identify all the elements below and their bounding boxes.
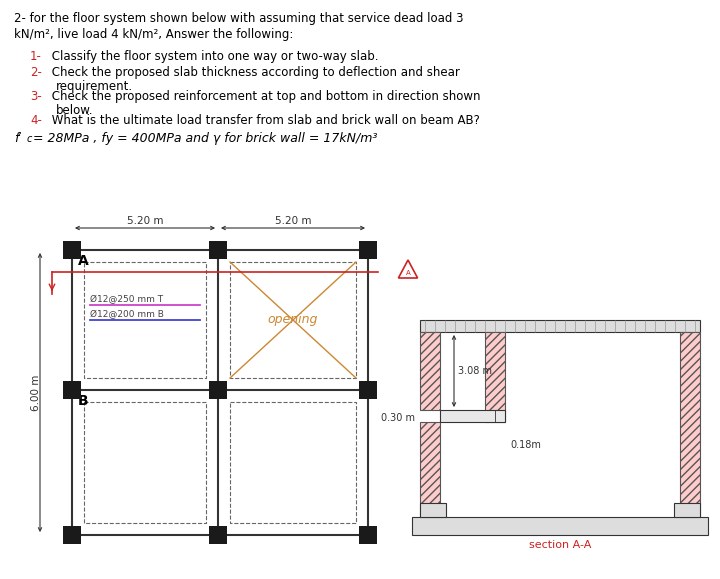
Text: opening: opening — [268, 313, 318, 327]
Text: f′: f′ — [14, 132, 22, 145]
Bar — [420, 422, 440, 517]
Text: B: B — [78, 394, 89, 408]
Text: 2-: 2- — [30, 66, 42, 79]
Bar — [209, 381, 227, 399]
Text: 3.08 m: 3.08 m — [458, 366, 492, 376]
Bar — [209, 241, 227, 259]
Text: 1-: 1- — [30, 50, 42, 63]
Bar — [412, 517, 708, 535]
Text: 3-: 3- — [30, 90, 42, 103]
Bar — [420, 320, 700, 332]
Text: 5.20 m: 5.20 m — [275, 216, 311, 226]
Bar — [63, 241, 81, 259]
Bar — [674, 503, 700, 517]
Bar — [440, 410, 505, 422]
Bar — [420, 332, 440, 410]
Text: 6.00 m: 6.00 m — [31, 374, 41, 411]
Bar — [63, 381, 81, 399]
Text: requirement.: requirement. — [56, 80, 133, 93]
Text: A: A — [405, 270, 410, 276]
Text: What is the ultimate load transfer from slab and brick wall on beam AB?: What is the ultimate load transfer from … — [48, 114, 480, 127]
Text: A: A — [78, 254, 89, 268]
Text: Check the proposed reinforcement at top and bottom in direction shown: Check the proposed reinforcement at top … — [48, 90, 480, 103]
Text: 0.30 m: 0.30 m — [381, 413, 415, 423]
Bar — [680, 332, 700, 517]
Text: kN/m², live load 4 kN/m², Answer the following:: kN/m², live load 4 kN/m², Answer the fol… — [14, 28, 293, 41]
Bar — [72, 250, 368, 535]
Text: 4-: 4- — [30, 114, 42, 127]
Bar — [485, 332, 505, 422]
Bar — [209, 526, 227, 544]
Bar — [359, 241, 377, 259]
Text: c: c — [27, 134, 32, 144]
Text: Check the proposed slab thickness according to deflection and shear: Check the proposed slab thickness accord… — [48, 66, 460, 79]
Text: 5.20 m: 5.20 m — [127, 216, 163, 226]
Bar — [359, 381, 377, 399]
Text: Ø12@200 mm B: Ø12@200 mm B — [90, 310, 164, 319]
Text: 2- for the floor system shown below with assuming that service dead load 3: 2- for the floor system shown below with… — [14, 12, 464, 25]
Text: 0.18m: 0.18m — [510, 440, 541, 450]
Text: section A-A: section A-A — [528, 540, 591, 550]
Bar — [420, 503, 446, 517]
Bar — [359, 526, 377, 544]
Text: Ø12@250 mm T: Ø12@250 mm T — [90, 295, 163, 304]
Bar — [63, 526, 81, 544]
Text: below.: below. — [56, 104, 94, 117]
Text: Classify the floor system into one way or two-way slab.: Classify the floor system into one way o… — [48, 50, 379, 63]
Text: = 28MPa , fy = 400MPa and γ for brick wall = 17kN/m³: = 28MPa , fy = 400MPa and γ for brick wa… — [33, 132, 377, 145]
